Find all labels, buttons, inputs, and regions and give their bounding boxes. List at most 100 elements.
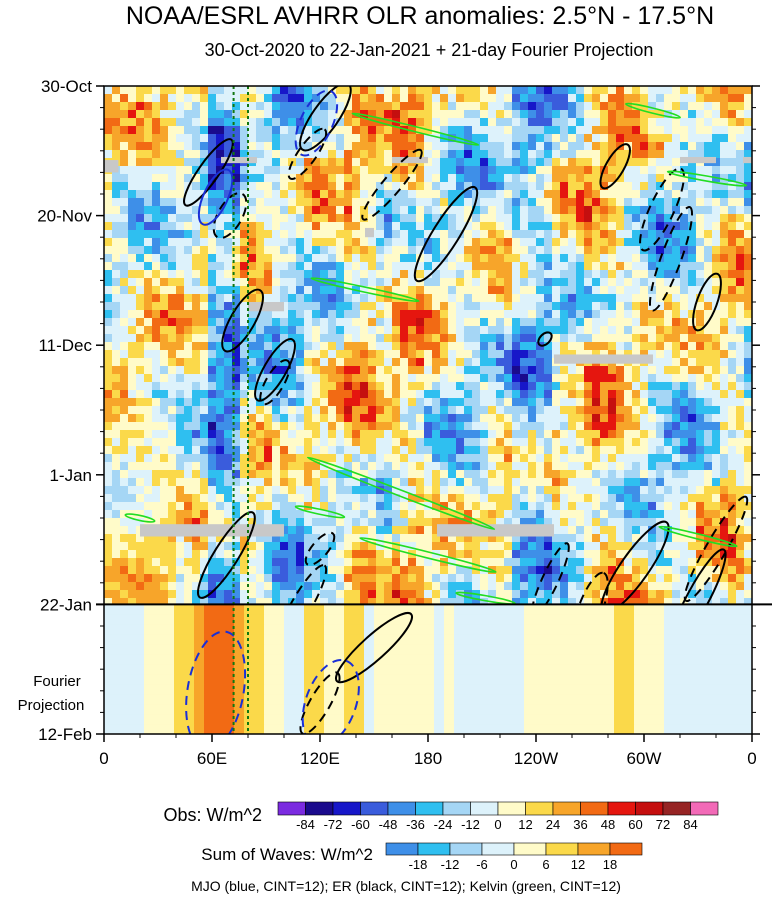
obs-field-cell [384,94,393,103]
obs-field-cell [152,574,161,583]
obs-field-cell [256,398,265,407]
obs-field-cell [312,190,321,199]
obs-field-cell [264,86,273,95]
obs-field-cell [648,150,657,159]
obs-field-cell [184,118,193,127]
obs-field-cell [416,358,425,367]
obs-field-cell [224,566,233,575]
obs-field-cell [592,438,601,447]
obs-field-cell [280,382,289,391]
obs-field-cell [496,494,505,503]
obs-field-cell [648,166,657,175]
obs-field-cell [376,270,385,279]
obs-field-cell [584,142,593,151]
obs-field-cell [560,238,569,247]
obs-field-cell [136,94,145,103]
obs-field-cell [136,406,145,415]
obs-field-cell [584,494,593,503]
obs-field-cell [712,438,721,447]
obs-field-cell [288,422,297,431]
obs-field-cell [672,534,681,543]
obs-field-cell [168,358,177,367]
obs-field-cell [432,294,441,303]
obs-field-cell [144,438,153,447]
obs-field-cell [448,182,457,191]
obs-field-cell [680,414,689,423]
obs-field-cell [656,382,665,391]
obs-field-cell [216,102,225,111]
obs-field-cell [664,342,673,351]
obs-field-cell [488,294,497,303]
obs-field-cell [592,238,601,247]
obs-field-cell [640,86,649,95]
obs-field-cell [424,518,433,527]
obs-field-cell [160,510,169,519]
obs-field-cell [464,238,473,247]
obs-field-cell [296,238,305,247]
obs-field-cell [384,126,393,135]
obs-field-cell [216,190,225,199]
obs-field-cell [216,574,225,583]
obs-field-cell [160,254,169,263]
obs-field-cell [112,462,121,471]
obs-field-cell [552,302,561,311]
obs-field-cell [736,246,745,255]
obs-field-cell [160,358,169,367]
obs-field-cell [544,358,553,367]
obs-field-cell [632,294,641,303]
obs-field-cell [480,478,489,487]
obs-field-cell [104,350,113,359]
obs-field-cell [744,110,752,119]
obs-field-cell [480,454,489,463]
obs-field-cell [744,182,752,191]
obs-field-cell [744,262,752,271]
obs-field-cell [432,342,441,351]
obs-field-cell [496,558,505,567]
obs-field-cell [224,222,233,231]
obs-field-cell [240,150,249,159]
obs-field-cell [576,110,585,119]
obs-field-cell [704,534,713,543]
obs-field-cell [728,478,737,487]
obs-field-cell [464,358,473,367]
obs-field-cell [640,462,649,471]
obs-field-cell [560,550,569,559]
obs-field-cell [712,118,721,127]
obs-field-cell [480,534,489,543]
obs-field-cell [536,358,545,367]
obs-field-cell [440,414,449,423]
obs-field-cell [608,86,617,95]
obs-field-cell [392,262,401,271]
obs-field-cell [664,534,673,543]
obs-field-cell [536,102,545,111]
obs-field-cell [128,494,137,503]
obs-field-cell [648,502,657,511]
obs-field-cell [472,110,481,119]
obs-field-cell [224,262,233,271]
obs-field-cell [704,502,713,511]
obs-field-cell [168,446,177,455]
obs-field-cell [288,102,297,111]
obs-field-cell [168,478,177,487]
obs-field-cell [496,470,505,479]
obs-field-cell [328,334,337,343]
obs-field-cell [320,230,329,239]
obs-field-cell [432,318,441,327]
obs-field-cell [464,534,473,543]
obs-field-cell [128,158,137,167]
obs-field-cell [640,470,649,479]
obs-field-cell [712,254,721,263]
obs-field-cell [272,510,281,519]
obs-field-cell [376,326,385,335]
obs-field-cell [320,102,329,111]
obs-field-cell [696,246,705,255]
obs-field-cell [696,302,705,311]
obs-field-cell [424,342,433,351]
obs-field-cell [648,438,657,447]
obs-field-cell [696,486,705,495]
obs-field-cell [120,342,129,351]
obs-field-cell [728,150,737,159]
obs-field-cell [104,182,113,191]
obs-field-cell [232,126,241,135]
obs-field-cell [360,550,369,559]
